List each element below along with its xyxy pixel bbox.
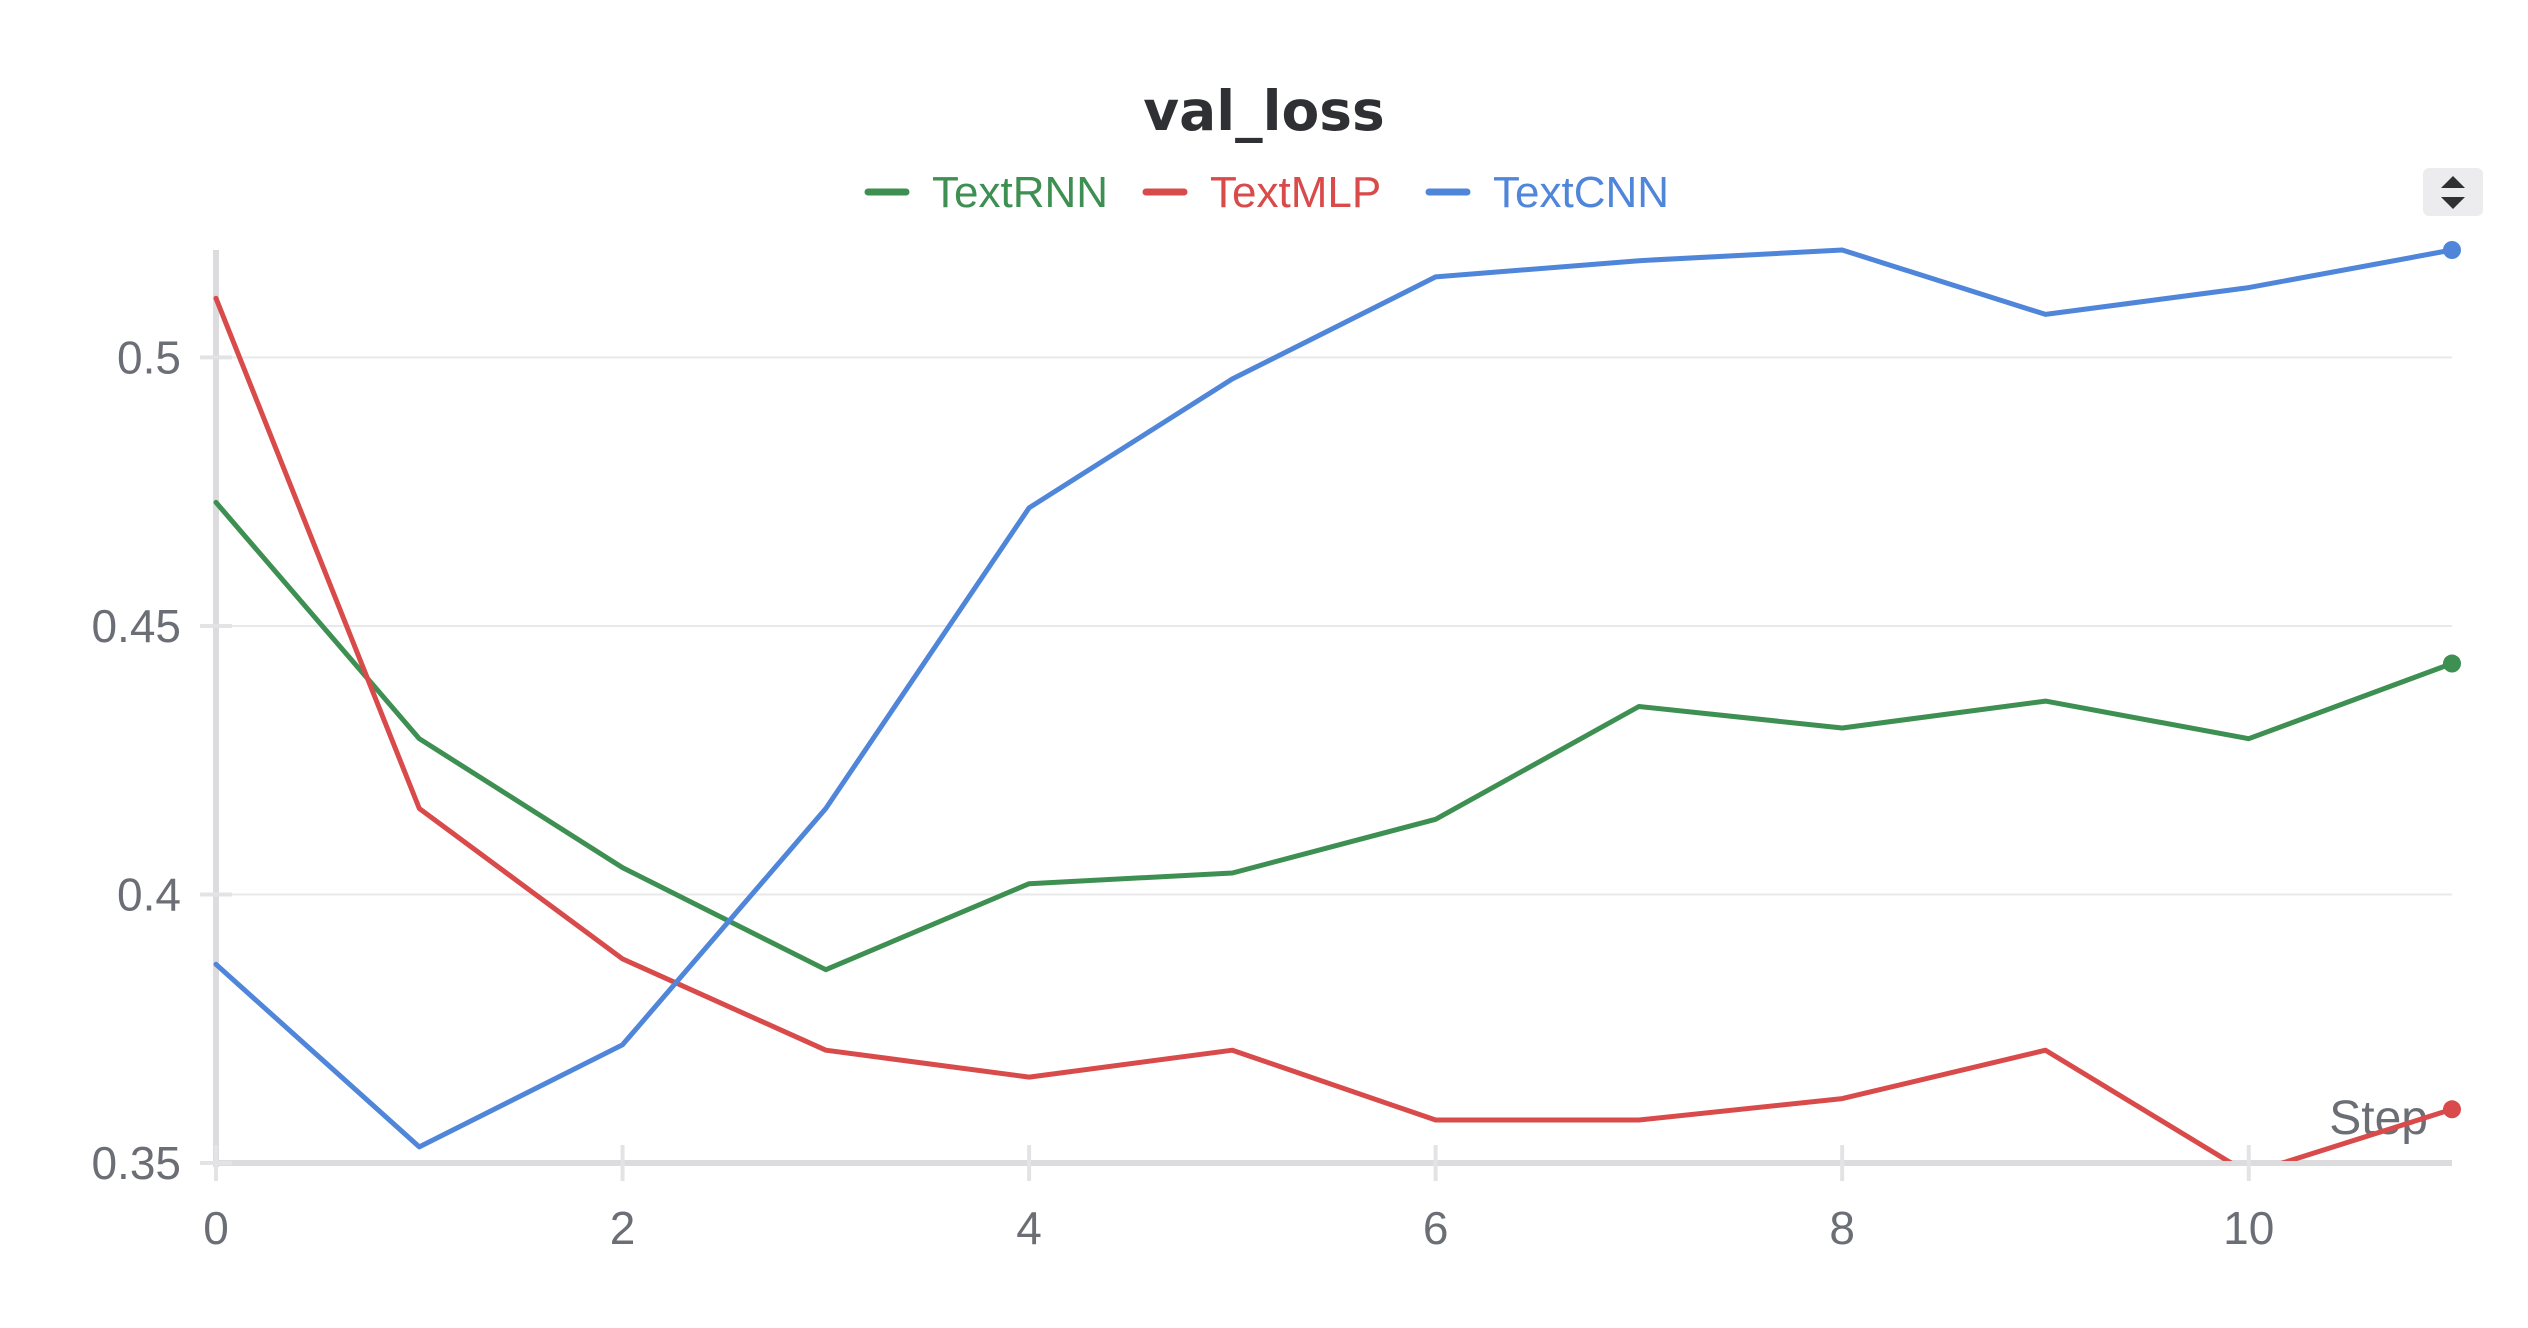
x-tick-label: 8	[1829, 1202, 1855, 1254]
series-lines	[213, 247, 2455, 1173]
series-line-textmlp[interactable]	[213, 295, 2455, 1173]
x-tick-label: 6	[1423, 1202, 1449, 1254]
x-tick-label: 2	[610, 1202, 636, 1254]
series-line-textrnn[interactable]	[213, 499, 2455, 973]
legend-item-textcnn[interactable]: TextCNN	[1425, 168, 1669, 217]
down-arrow-icon	[2441, 197, 2465, 209]
up-arrow-icon	[2441, 176, 2465, 188]
axes	[213, 250, 2452, 1167]
legend-scroll-button[interactable]	[2423, 168, 2483, 216]
y-tick-label: 0.45	[91, 600, 181, 652]
gridlines	[216, 356, 2452, 1164]
series-line-textcnn[interactable]	[213, 247, 2455, 1150]
y-tick-label: 0.35	[91, 1137, 181, 1189]
legend-label: TextMLP	[1210, 168, 1381, 217]
legend: TextRNN TextMLP TextCNN	[864, 168, 1669, 217]
legend-scroll-background[interactable]	[2423, 168, 2483, 216]
y-axis-ticks: 0.35 0.4 0.45 0.5	[91, 331, 232, 1189]
legend-item-textmlp[interactable]: TextMLP	[1142, 168, 1381, 217]
legend-label: TextCNN	[1493, 168, 1669, 217]
series-endpoint-textcnn[interactable]	[2443, 241, 2461, 259]
legend-label: TextRNN	[932, 168, 1108, 217]
series-endpoint-textmlp[interactable]	[2443, 1100, 2461, 1119]
x-tick-label: 10	[2223, 1202, 2274, 1254]
x-tick-label: 0	[203, 1202, 229, 1254]
series-endpoint-textrnn[interactable]	[2443, 654, 2461, 673]
y-tick-label: 0.4	[117, 868, 181, 920]
y-tick-label: 0.5	[117, 331, 181, 383]
plot-area	[213, 241, 2461, 1173]
x-axis-label: Step	[2329, 1092, 2428, 1145]
legend-item-textrnn[interactable]: TextRNN	[864, 168, 1108, 217]
chart-title: val_loss	[1143, 79, 1384, 143]
x-axis-ticks: 0 2 4 6 8 10	[203, 1145, 2274, 1254]
x-tick-label: 4	[1016, 1202, 1042, 1254]
